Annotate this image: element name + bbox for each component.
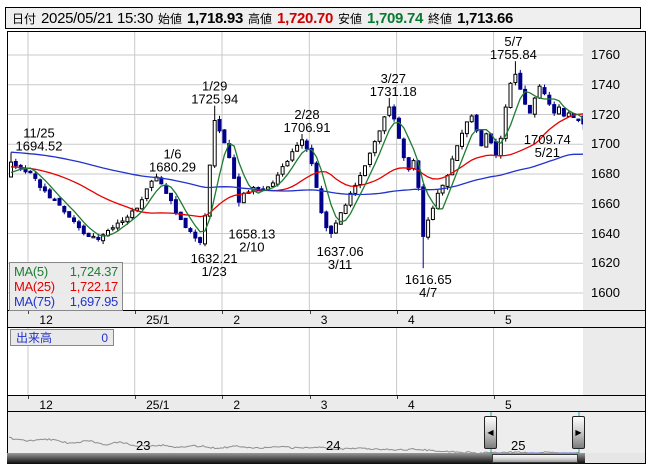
price-axis-tick: 1660 <box>591 195 620 211</box>
x-axis-label: 12 <box>39 313 53 327</box>
ma-legend-row: MA(5) 1,724.37 <box>14 264 118 279</box>
x-axis-label: 25/1 <box>146 313 170 327</box>
range-handle-right[interactable]: ▶ <box>572 416 585 449</box>
x-axis-label: 25/1 <box>146 398 170 412</box>
x-axis-strip-main: 12 25/1 2 3 4 5 <box>7 310 646 328</box>
svg-text:23: 23 <box>136 438 150 453</box>
price-axis-tick: 1760 <box>591 47 620 62</box>
x-axis-tick <box>309 311 311 314</box>
svg-text:1731.18: 1731.18 <box>370 84 417 99</box>
svg-text:5/7: 5/7 <box>504 34 522 49</box>
svg-text:5/21: 5/21 <box>535 145 560 160</box>
svg-text:3/11: 3/11 <box>328 257 352 272</box>
x-axis-tick <box>28 311 30 314</box>
x-axis-label: 2 <box>233 398 241 412</box>
scrollbar-filler <box>585 453 646 464</box>
svg-text:2/28: 2/28 <box>294 107 319 122</box>
svg-text:1616.65: 1616.65 <box>405 272 452 287</box>
svg-text:25: 25 <box>511 438 525 453</box>
close-label: 終値 <box>428 11 453 26</box>
left-arrow-icon: ◀ <box>487 428 494 437</box>
svg-text:1632.21: 1632.21 <box>191 251 238 266</box>
x-axis-label: 3 <box>320 398 328 412</box>
date-value: 2025/05/21 15:30 <box>41 9 153 27</box>
quote-header: 日付 2025/05/21 15:30 始値 1,718.93 高値 1,720… <box>5 7 641 29</box>
high-value: 1,720.70 <box>277 9 334 27</box>
x-axis-label: 4 <box>408 398 415 412</box>
x-axis-tick <box>135 311 137 314</box>
x-axis-label: 12 <box>39 398 53 412</box>
svg-text:1709.74: 1709.74 <box>524 132 571 147</box>
svg-text:1/23: 1/23 <box>201 264 226 279</box>
svg-text:1680.29: 1680.29 <box>149 160 196 175</box>
range-navigator[interactable]: 23 24 25 <box>7 411 646 454</box>
date-label: 日付 <box>12 11 37 26</box>
navigator-minichart: 23 24 25 <box>8 412 580 453</box>
x-axis-tick <box>222 311 224 314</box>
price-axis: 1760 1740 1720 1700 1680 1660 1640 1620 1600 <box>583 31 646 311</box>
svg-text:1755.84: 1755.84 <box>490 47 537 62</box>
right-arrow-icon: ▶ <box>575 428 582 437</box>
x-axis-label: 5 <box>505 398 512 412</box>
svg-text:4/7: 4/7 <box>419 285 437 300</box>
open-label: 始値 <box>158 11 183 26</box>
x-axis-tick <box>397 311 398 314</box>
price-axis-tick: 1700 <box>591 136 620 152</box>
volume-axis <box>583 327 646 396</box>
x-axis-label: 4 <box>408 313 415 327</box>
volume-chart-area[interactable]: 出来高 0 <box>7 327 584 396</box>
x-axis-tick <box>494 396 495 399</box>
svg-text:1637.06: 1637.06 <box>317 244 364 259</box>
svg-text:1706.91: 1706.91 <box>284 120 331 135</box>
price-axis-tick: 1720 <box>591 106 620 122</box>
x-axis-tick <box>397 396 398 399</box>
svg-text:1658.13: 1658.13 <box>228 227 275 242</box>
price-axis-tick: 1640 <box>591 225 620 241</box>
x-axis-tick <box>28 396 30 399</box>
price-axis-tick: 1620 <box>591 255 620 271</box>
svg-text:2/10: 2/10 <box>239 240 264 255</box>
price-axis-tick: 1680 <box>591 166 620 181</box>
x-axis-label: 5 <box>505 313 512 327</box>
volume-value: 0 <box>101 330 108 345</box>
ma-legend: MA(5) 1,724.37 MA(25) 1,722.17 MA(75) 1,697.9… <box>9 262 123 311</box>
x-axis-tick <box>309 396 311 399</box>
low-value: 1,709.74 <box>367 9 424 27</box>
svg-text:11/25: 11/25 <box>23 125 55 140</box>
x-axis-tick <box>494 311 495 314</box>
low-label: 安値 <box>338 11 363 26</box>
x-axis-tick <box>222 396 224 399</box>
price-chart-area[interactable]: 11/25 1694.52 1/6 1680.29 1/29 1725.94 2/28 170… <box>7 31 586 311</box>
volume-legend: 出来高 0 <box>10 329 114 346</box>
horizontal-scrollbar[interactable] <box>7 453 585 464</box>
ma-legend-row: MA(25) 1,722.17 <box>14 279 118 294</box>
volume-label: 出来高 <box>16 331 53 345</box>
svg-text:1/29: 1/29 <box>202 79 227 94</box>
ma-legend-row: MA(75) 1,697.95 <box>14 294 118 309</box>
x-axis-tick <box>135 396 137 399</box>
svg-text:1694.52: 1694.52 <box>16 138 63 153</box>
svg-text:3/27: 3/27 <box>381 71 406 86</box>
range-handle-left[interactable]: ◀ <box>484 416 497 449</box>
svg-text:24: 24 <box>326 438 340 453</box>
open-value: 1,718.93 <box>187 9 244 27</box>
x-axis-label: 2 <box>233 313 241 327</box>
high-label: 高値 <box>248 11 273 26</box>
close-value: 1,713.66 <box>457 9 514 27</box>
x-axis-label: 3 <box>320 313 328 327</box>
svg-text:1725.94: 1725.94 <box>191 92 238 107</box>
candlestick-chart: 11/251694.521/61680.291/291725.942/28170… <box>8 32 586 310</box>
price-axis-tick: 1600 <box>591 285 620 300</box>
price-axis-tick: 1740 <box>591 76 620 92</box>
scrollbar-thumb[interactable] <box>492 454 578 463</box>
svg-text:1/6: 1/6 <box>163 147 181 162</box>
